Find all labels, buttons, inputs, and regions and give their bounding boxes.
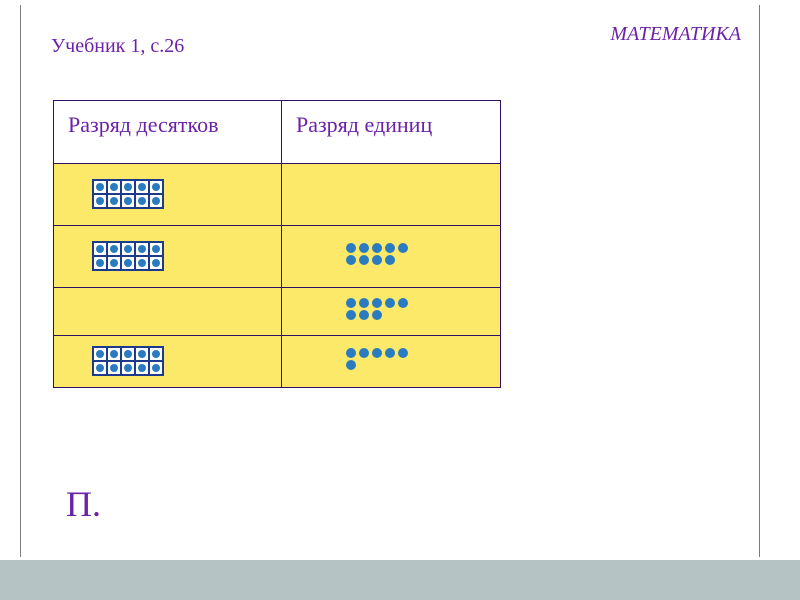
table-row: [54, 335, 501, 387]
bottom-bar: [0, 560, 800, 600]
tens-cell: [54, 287, 282, 335]
tens-cell: [54, 225, 282, 287]
footer-letter: П.: [66, 483, 101, 525]
tens-cell: [54, 335, 282, 387]
ten-frame: [92, 179, 164, 209]
table-row: [54, 287, 501, 335]
slide-frame: Учебник 1, с.26 МАТЕМАТИКА Разряд десятк…: [20, 5, 760, 557]
tens-cell: [54, 163, 282, 225]
textbook-reference: Учебник 1, с.26: [51, 35, 184, 58]
table-row: [54, 163, 501, 225]
col-header-tens: Разряд десятков: [54, 101, 282, 164]
loose-dots: [346, 243, 408, 267]
units-cell: [281, 287, 500, 335]
ten-frame: [92, 346, 164, 376]
units-cell: [281, 335, 500, 387]
units-cell: [281, 225, 500, 287]
subject-title: МАТЕМАТИКА: [610, 23, 741, 46]
table-row: [54, 225, 501, 287]
units-cell: [281, 163, 500, 225]
ten-frame: [92, 241, 164, 271]
loose-dots: [346, 298, 408, 322]
place-value-table: Разряд десятков Разряд единиц: [53, 100, 501, 388]
loose-dots: [346, 348, 408, 372]
col-header-units: Разряд единиц: [281, 101, 500, 164]
